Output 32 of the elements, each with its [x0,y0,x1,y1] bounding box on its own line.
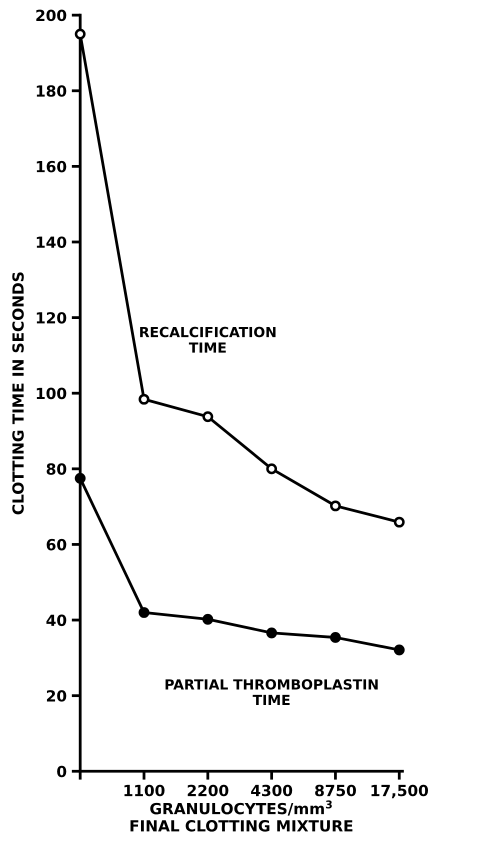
point [74,472,86,484]
x-tick-label: 1100 [124,784,165,796]
point [330,632,341,643]
point [138,607,150,618]
y-tick-label: 20 [46,690,66,702]
y-tick-label: 160 [36,160,66,172]
point [202,411,214,422]
point [330,500,341,512]
y-tick-label: 40 [46,614,66,626]
x-axis-title: GRANULOCYTES/mm$^{3}$ FINAL CLOTTING MIXTURE [130,800,352,832]
point [266,463,278,474]
x-tick-label: 4300 [251,784,292,796]
y-tick-label: 60 [46,538,66,550]
y-tick-label: 80 [46,463,66,475]
point [202,614,214,625]
point [266,627,278,638]
y-axis-title: CLOTTING TIME IN SECONDS [12,272,24,514]
x-tick-label: 2200 [188,784,228,796]
y-tick-label: 140 [36,236,66,248]
y-tick-label: 100 [36,388,66,400]
point [394,516,405,528]
text: PARTIAL THROMBOPLASTIN TIME [166,679,378,705]
y-tick-label: 0 [57,766,66,778]
point [74,28,86,40]
point [394,644,405,656]
y-tick-label: 180 [36,85,66,97]
y-tick-label: 200 [36,10,66,22]
x-tick-label: 8750 [315,784,356,796]
x-tick-label: 17,500 [372,784,428,798]
series-label: RECALCIFICATION TIME [140,326,276,353]
point [138,394,150,405]
y-tick-label: 120 [36,312,66,324]
